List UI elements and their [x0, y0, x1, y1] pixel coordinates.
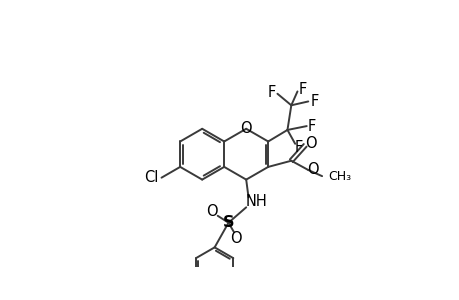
- Text: F: F: [267, 85, 275, 100]
- Text: O: O: [205, 204, 217, 219]
- Text: O: O: [240, 121, 252, 136]
- Text: F: F: [294, 140, 302, 155]
- Text: F: F: [298, 82, 306, 97]
- Text: O: O: [305, 136, 316, 151]
- Text: F: F: [308, 118, 315, 134]
- Text: Cl: Cl: [144, 170, 158, 185]
- Text: NH: NH: [245, 194, 267, 209]
- Text: S: S: [222, 215, 234, 230]
- Text: CH₃: CH₃: [328, 169, 351, 183]
- Text: O: O: [307, 163, 318, 178]
- Text: F: F: [310, 94, 318, 109]
- Text: O: O: [230, 231, 241, 246]
